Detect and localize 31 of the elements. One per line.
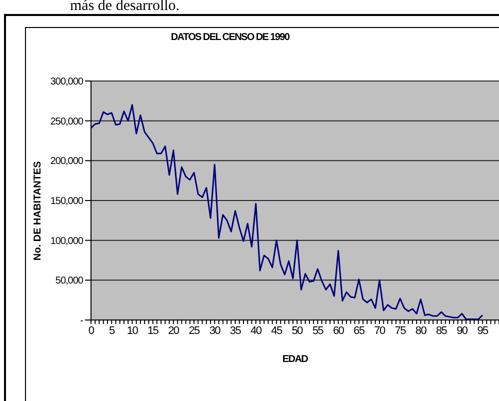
x-tick-label: 90 (456, 324, 468, 337)
x-tick-label: 15 (148, 324, 159, 337)
y-tick-label: 50,000 (55, 276, 84, 287)
x-tick-label: 75 (394, 324, 406, 337)
x-tick-label: 10 (126, 324, 138, 337)
x-tick-label: 40 (250, 324, 262, 337)
y-tick-label: 100,000 (50, 236, 84, 247)
chart-title: DATOS DEL CENSO DE 1990 (170, 32, 290, 43)
y-tick-label: 300,000 (50, 76, 84, 88)
y-tick-label: 150,000 (50, 196, 84, 208)
x-tick-label: 5 (108, 324, 115, 337)
line-series (90, 104, 484, 320)
x-tick-label: 65 (354, 324, 365, 337)
y-tick-label: 250,000 (50, 116, 84, 128)
x-tick-label: 35 (230, 324, 242, 337)
x-tick-label: 85 (436, 324, 448, 337)
x-tick-label: 20 (168, 324, 180, 337)
y-axis-title: No. DE HABITANTES (32, 160, 44, 260)
x-tick-label: 70 (374, 324, 386, 337)
x-tick-label: 0 (88, 324, 94, 337)
x-tick-label: 50 (292, 324, 304, 337)
x-tick-label: 95 (477, 324, 489, 337)
x-tick-label: 60 (332, 324, 344, 337)
x-tick-label: 25 (188, 324, 200, 337)
x-tick-label: 45 (271, 324, 282, 337)
x-tick-label: 80 (415, 324, 427, 337)
x-tick-label: 30 (209, 324, 221, 337)
y-tick-label: - (80, 316, 84, 327)
x-axis-title: EDAD (282, 354, 308, 365)
x-tick-label: 55 (312, 324, 324, 337)
y-tick-label: 200,000 (50, 156, 84, 168)
